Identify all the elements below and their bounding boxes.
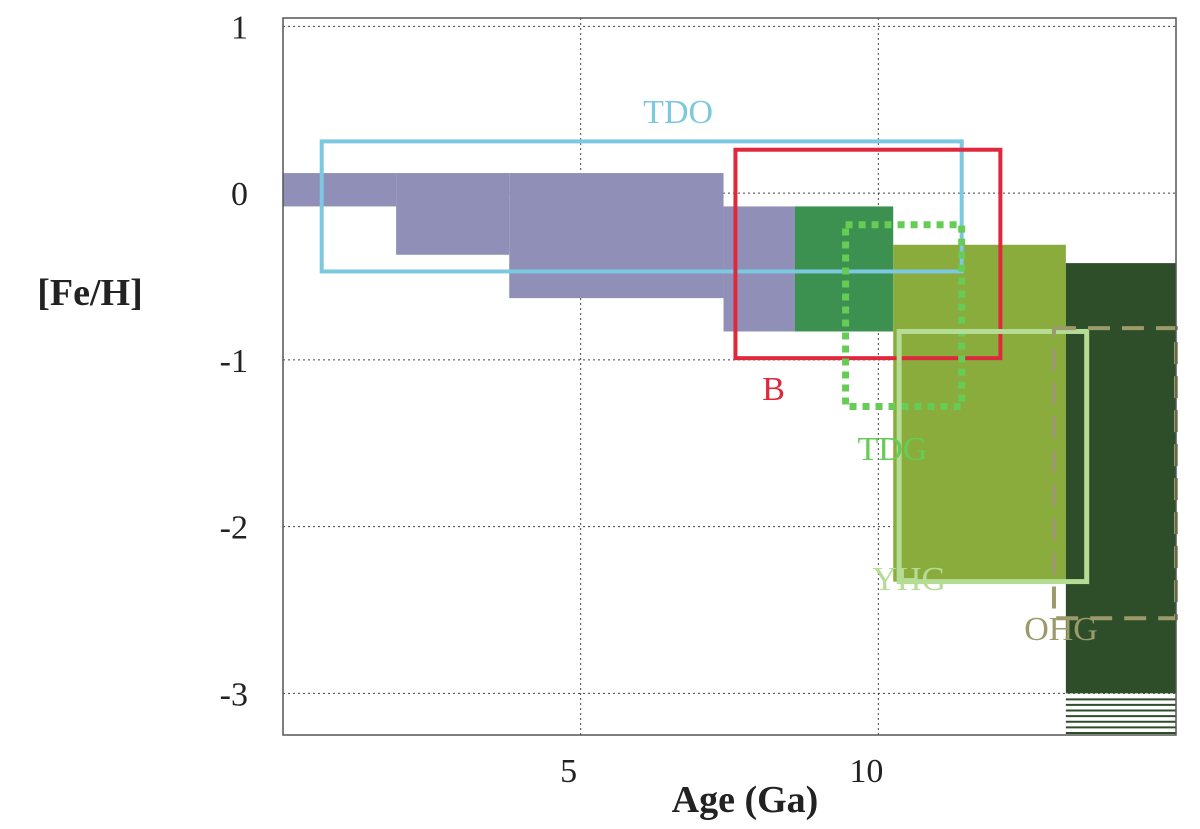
label-tdg: TDG — [857, 431, 927, 468]
y-axis-title: [Fe/H] — [37, 272, 143, 314]
y-tick-label-2: -1 — [220, 343, 248, 380]
label-tdo: TDO — [643, 94, 713, 131]
x-axis-title: Age (Ga) — [672, 779, 819, 821]
x-tick-label-0: 5 — [560, 753, 577, 790]
hatch-region — [1065, 698, 1176, 734]
label-yhg: YHG — [872, 561, 946, 598]
y-tick-label-4: -3 — [220, 676, 248, 713]
region-thin-disc-1 — [283, 173, 397, 207]
label-ohg: OHG — [1024, 611, 1098, 648]
outline-yhg — [896, 328, 1090, 585]
outline-tdo — [319, 139, 964, 274]
outlined-regions — [319, 139, 1178, 621]
y-tick-label-3: -2 — [220, 510, 248, 547]
grid-lines — [283, 18, 1176, 735]
region-thin-disc-3 — [509, 173, 724, 299]
y-tick-label-0: 1 — [231, 9, 248, 46]
region-labels: TDO B TDG YHG OHG — [643, 94, 1098, 648]
outline-tdg — [842, 221, 966, 411]
plot-frame — [282, 17, 1177, 736]
outline-b — [733, 147, 1003, 361]
region-young-halo — [893, 244, 1066, 582]
x-tick-label-1: 10 — [849, 753, 883, 790]
region-thin-disc-2 — [396, 173, 510, 255]
y-tick-label-1: 0 — [231, 176, 248, 213]
label-b: B — [762, 371, 785, 408]
